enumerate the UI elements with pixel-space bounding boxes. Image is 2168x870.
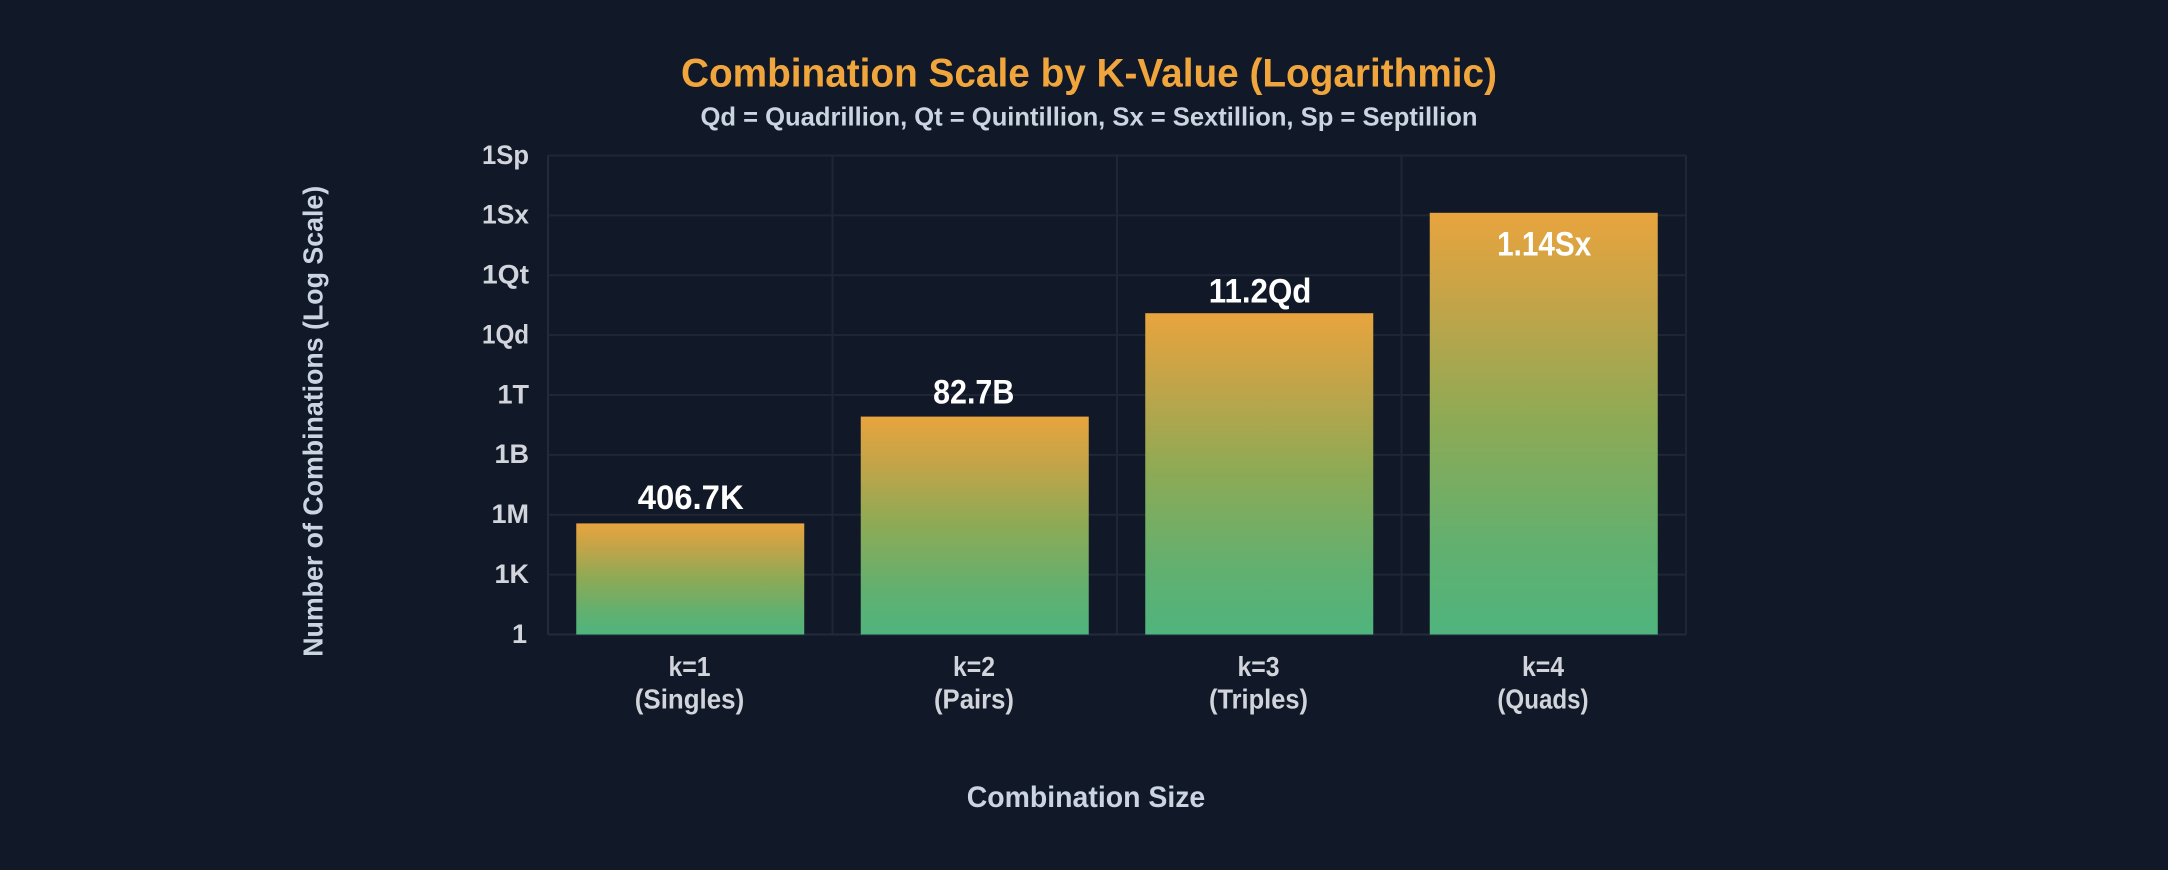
svg-text:k=4: k=4 [1522,651,1564,682]
svg-text:Combination Scale by K-Value (: Combination Scale by K-Value (Logarithmi… [681,52,1497,96]
svg-text:1Qd: 1Qd [482,319,529,349]
svg-text:k=1: k=1 [669,651,711,682]
svg-text:406.7K: 406.7K [638,479,744,517]
svg-text:k=2: k=2 [953,651,995,682]
svg-text:(Quads): (Quads) [1497,684,1588,715]
svg-text:k=3: k=3 [1238,651,1280,682]
svg-text:1Sp: 1Sp [482,140,529,170]
svg-text:11.2Qd: 11.2Qd [1209,272,1312,310]
svg-text:Combination Size: Combination Size [967,781,1206,814]
svg-text:1.14Sx: 1.14Sx [1497,226,1591,264]
svg-text:1M: 1M [491,499,529,529]
svg-text:(Singles): (Singles) [635,684,744,715]
svg-text:1K: 1K [494,559,529,589]
svg-text:(Triples): (Triples) [1209,684,1308,715]
svg-text:82.7B: 82.7B [933,374,1014,412]
svg-text:Qd = Quadrillion, Qt = Quintil: Qd = Quadrillion, Qt = Quintillion, Sx =… [701,102,1478,132]
svg-text:1T: 1T [497,379,529,409]
svg-text:1Qt: 1Qt [482,260,529,290]
svg-text:1Sx: 1Sx [482,200,529,230]
svg-text:Number of Combinations (Log Sc: Number of Combinations (Log Scale) [298,186,329,657]
svg-text:1B: 1B [494,439,529,469]
svg-text:1: 1 [512,619,527,649]
svg-text:(Pairs): (Pairs) [934,684,1014,715]
